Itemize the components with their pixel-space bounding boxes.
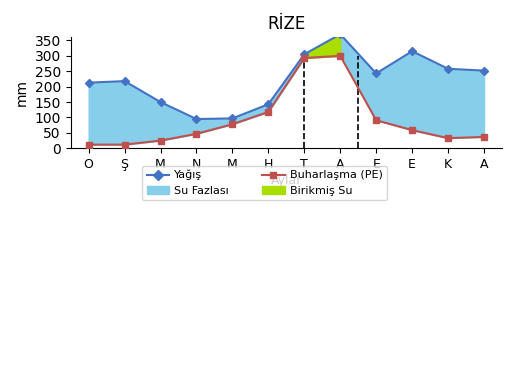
Y-axis label: mm: mm [15,79,29,106]
Legend: Yağış, Su Fazlası, Buharlaşma (PE), Birikmiş Su: Yağış, Su Fazlası, Buharlaşma (PE), Biri… [142,165,387,200]
Title: RİZE: RİZE [267,15,306,33]
X-axis label: Aylar: Aylar [270,174,302,187]
